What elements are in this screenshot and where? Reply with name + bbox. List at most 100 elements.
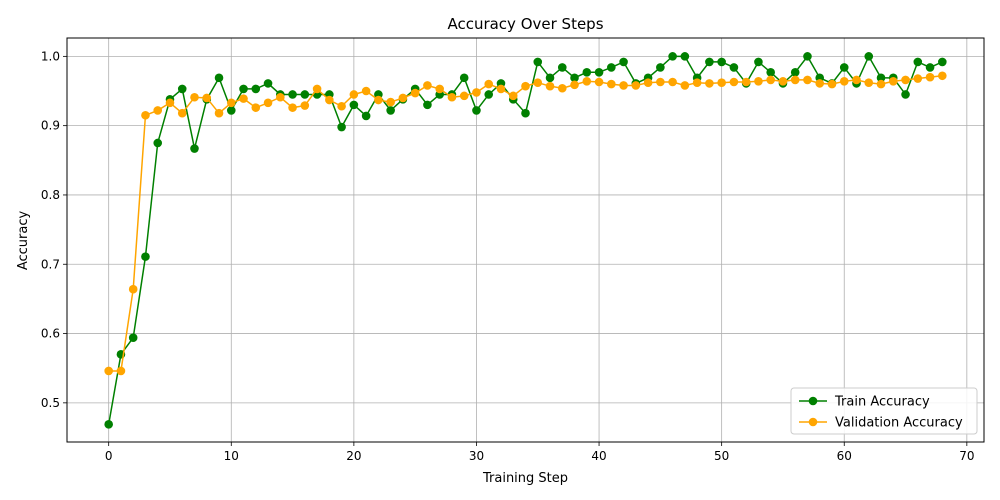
- data-point: [337, 122, 346, 132]
- data-point: [680, 52, 690, 61]
- data-point: [741, 77, 751, 87]
- x-tick-label: 10: [224, 449, 239, 463]
- data-point: [153, 106, 163, 115]
- data-point: [656, 77, 665, 87]
- data-point: [668, 77, 677, 87]
- data-point: [141, 110, 150, 120]
- data-point: [533, 57, 543, 67]
- data-point: [263, 98, 273, 108]
- data-point: [153, 138, 163, 148]
- y-tick-label: 1.0: [41, 49, 60, 63]
- data-point: [459, 91, 469, 101]
- data-point: [300, 90, 310, 99]
- x-tick-label: 30: [469, 449, 484, 463]
- data-point: [582, 68, 592, 77]
- data-point: [447, 92, 457, 102]
- data-point: [766, 68, 775, 77]
- data-point: [484, 79, 494, 89]
- x-tick-label: 60: [837, 449, 852, 463]
- data-point: [276, 92, 285, 102]
- data-point: [165, 98, 175, 108]
- data-point: [533, 78, 543, 87]
- data-point: [325, 95, 334, 105]
- data-point: [839, 63, 849, 72]
- chart-title: Accuracy Over Steps: [447, 15, 603, 33]
- data-point: [766, 75, 775, 85]
- data-point: [374, 95, 383, 105]
- data-point: [790, 68, 800, 77]
- data-point: [226, 106, 236, 115]
- series-layer: [104, 52, 947, 429]
- data-point: [925, 63, 935, 72]
- data-point: [312, 84, 322, 94]
- data-point: [484, 90, 494, 99]
- legend-box: [790, 387, 978, 435]
- data-point: [876, 79, 886, 89]
- data-point: [496, 84, 506, 94]
- data-point: [729, 77, 739, 87]
- data-point: [423, 81, 432, 90]
- data-point: [214, 108, 224, 118]
- data-point: [226, 98, 236, 108]
- data-point: [913, 74, 923, 83]
- data-point: [754, 57, 763, 67]
- x-axis-label: Training Step: [482, 471, 568, 486]
- legend-label: Train Accuracy: [834, 395, 930, 410]
- data-point: [361, 111, 371, 121]
- legend-label: Validation Accuracy: [835, 416, 963, 431]
- data-point: [472, 88, 481, 97]
- data-point: [839, 77, 849, 86]
- y-axis-label: Accuracy: [16, 211, 31, 271]
- data-point: [190, 144, 199, 153]
- data-point: [692, 78, 702, 87]
- data-point: [557, 83, 567, 93]
- data-point: [925, 72, 935, 82]
- legend-swatch-marker: [808, 417, 818, 427]
- data-point: [386, 97, 395, 107]
- data-point: [668, 52, 677, 61]
- data-point: [349, 100, 359, 110]
- data-point: [570, 73, 579, 83]
- data-point: [521, 108, 530, 118]
- data-point: [705, 57, 714, 67]
- x-tick-label: 20: [346, 449, 361, 463]
- plot-frame: [66, 37, 985, 443]
- data-point: [300, 101, 310, 110]
- data-point: [116, 366, 126, 376]
- data-point: [214, 73, 224, 83]
- data-point: [410, 88, 420, 98]
- data-point: [582, 77, 592, 86]
- data-point: [521, 81, 530, 91]
- data-point: [251, 103, 261, 112]
- data-point: [901, 75, 910, 85]
- data-point: [778, 77, 788, 86]
- data-point: [423, 100, 432, 110]
- data-point: [913, 57, 923, 67]
- data-point: [754, 77, 763, 86]
- data-point: [717, 78, 726, 87]
- data-point: [888, 77, 898, 86]
- y-tick-label: 0.7: [41, 257, 60, 271]
- axis-ticks: 0 10 20 30 40 50 60 70 0.5 0.6 0.7 0.8 0.9 1.0: [41, 49, 975, 463]
- data-point: [141, 252, 150, 261]
- legend-swatch-marker: [808, 396, 818, 406]
- data-point: [251, 84, 261, 94]
- data-point: [631, 81, 641, 90]
- data-point: [263, 79, 273, 88]
- data-point: [557, 63, 567, 72]
- series-validation-accuracy: [104, 71, 947, 376]
- data-point: [177, 108, 187, 118]
- data-point: [239, 94, 248, 103]
- y-tick-label: 0.8: [41, 188, 60, 202]
- data-point: [705, 79, 714, 88]
- data-point: [508, 91, 518, 101]
- data-point: [386, 106, 395, 115]
- data-point: [619, 57, 628, 67]
- x-tick-label: 50: [714, 449, 729, 463]
- data-point: [104, 366, 113, 376]
- legend: Train Accuracy Validation Accuracy: [790, 387, 978, 435]
- data-point: [815, 79, 825, 88]
- data-point: [190, 92, 199, 102]
